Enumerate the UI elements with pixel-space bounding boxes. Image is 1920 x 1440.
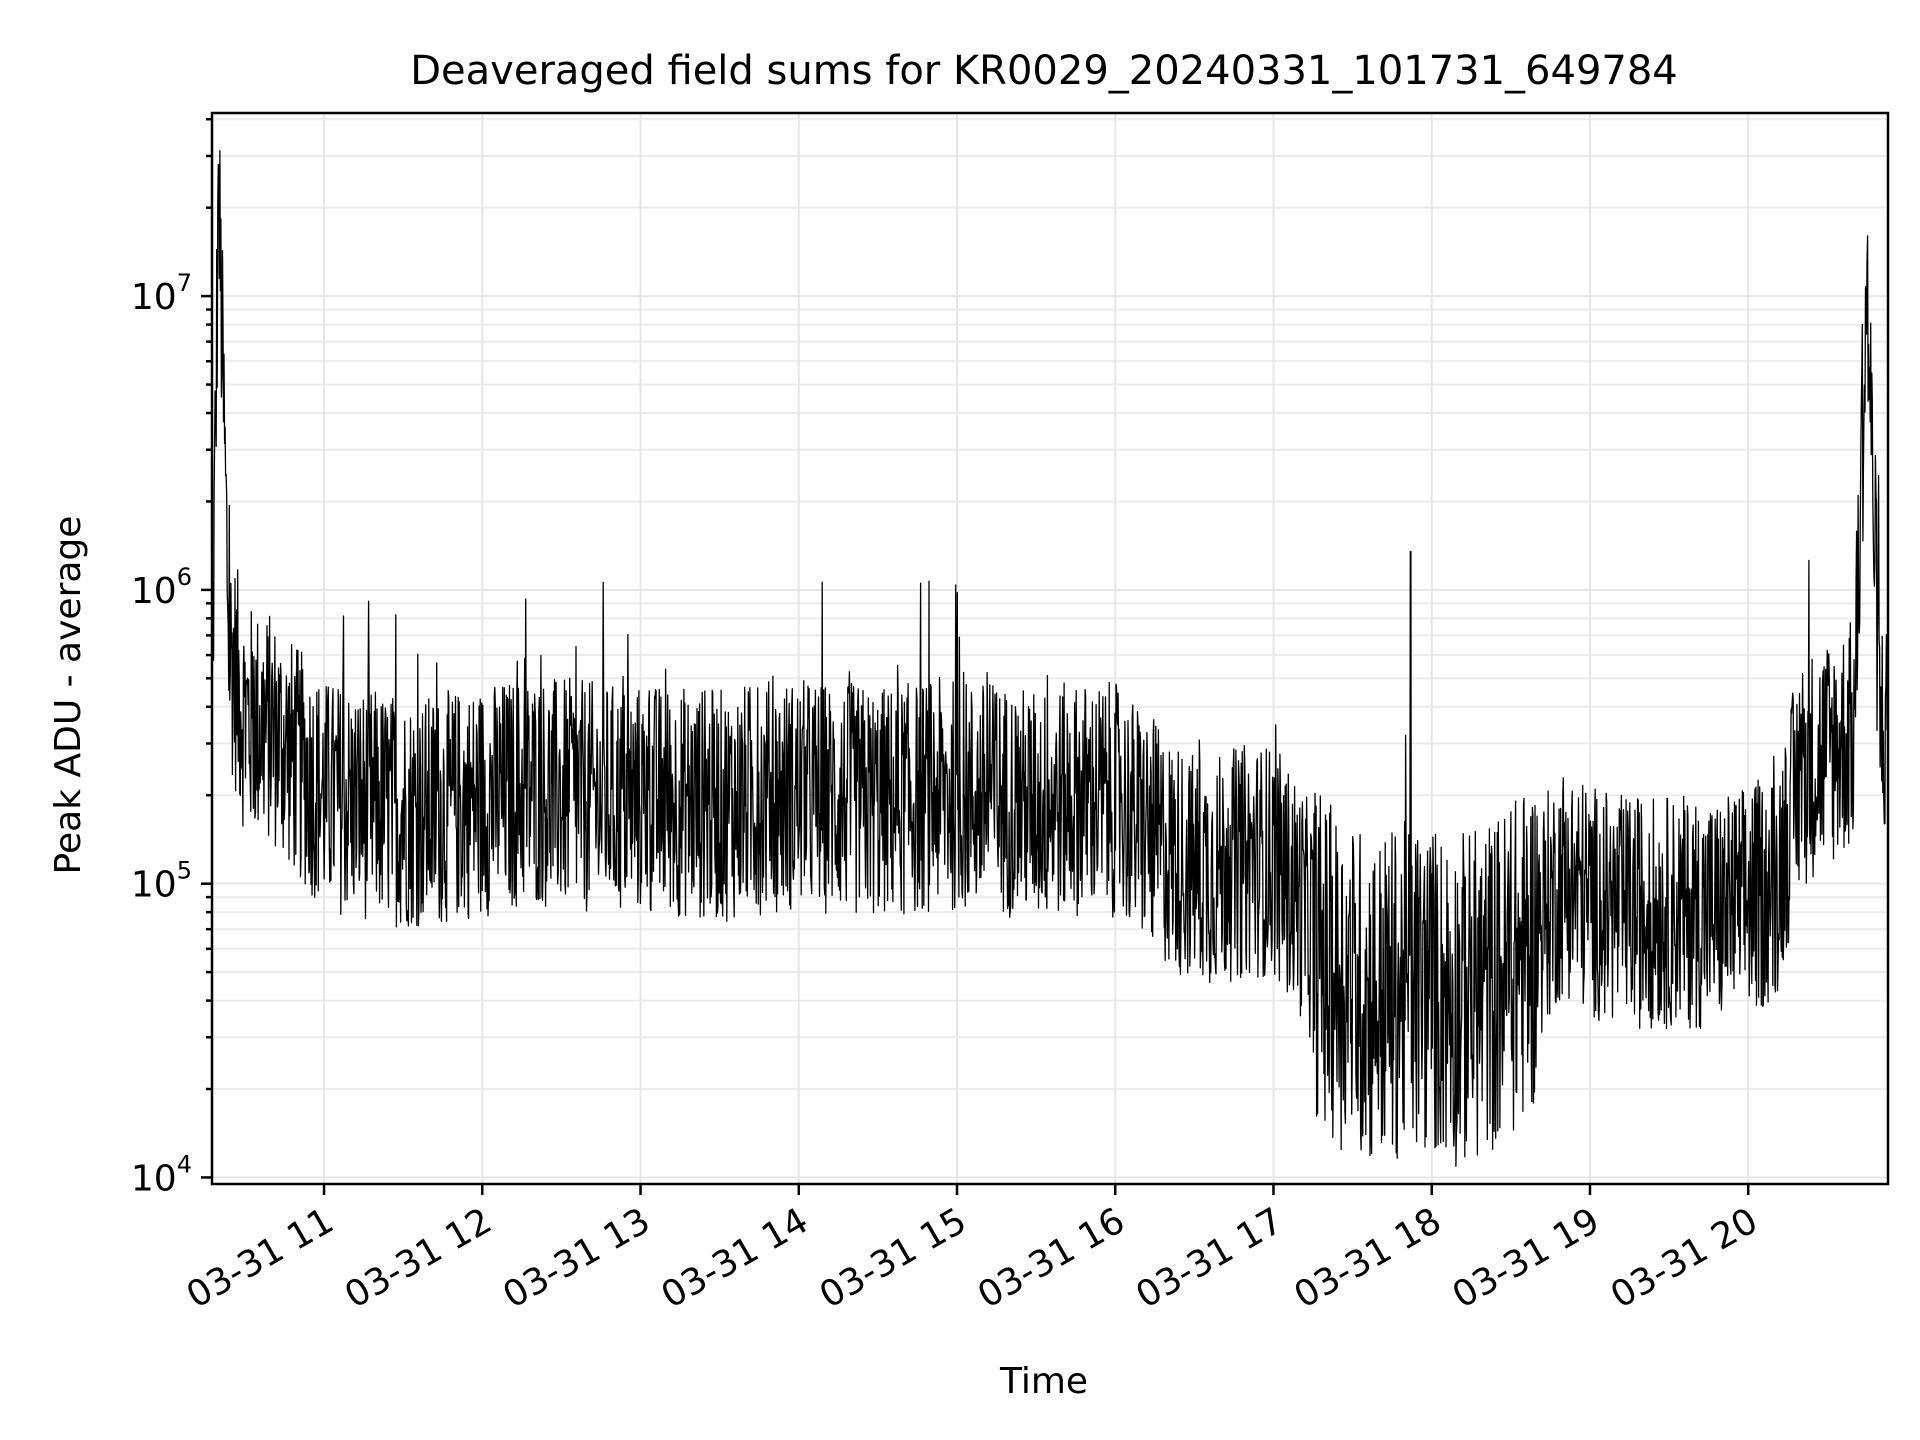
x-tick-label: 03-31 18 (1288, 1200, 1449, 1316)
y-tick-label: 105 (131, 857, 192, 906)
y-tick-exponent: 4 (177, 1150, 192, 1178)
x-tick-label: 03-31 11 (180, 1200, 341, 1316)
y-tick-base: 10 (131, 1158, 177, 1199)
plot-frame (210, 111, 1890, 1186)
y-tick-base: 10 (131, 865, 177, 906)
x-tick-label: 03-31 15 (813, 1200, 974, 1316)
y-tick-exponent: 5 (177, 857, 192, 885)
series-line (211, 150, 1889, 1167)
x-tick-label: 03-31 16 (971, 1200, 1132, 1316)
x-tick-label: 03-31 14 (655, 1200, 816, 1316)
y-tick-base: 10 (131, 277, 177, 318)
x-tick-label: 03-31 13 (496, 1200, 657, 1316)
y-tick-base: 10 (131, 571, 177, 612)
y-tick-exponent: 7 (177, 269, 192, 297)
x-tick-label: 03-31 12 (338, 1200, 499, 1316)
x-tick-label: 03-31 17 (1129, 1200, 1290, 1316)
y-tick-label: 106 (131, 563, 192, 612)
y-axis-label: Peak ADU - average (48, 516, 89, 875)
x-axis-label: Time (999, 1361, 1088, 1402)
grid (212, 113, 1888, 1184)
y-tick-label: 107 (131, 269, 192, 318)
chart-title: Deaveraged field sums for KR0029_2024033… (410, 48, 1678, 94)
x-tick-label: 03-31 20 (1604, 1200, 1765, 1316)
y-tick-label: 104 (131, 1150, 192, 1199)
x-tick-label: 03-31 19 (1446, 1200, 1607, 1316)
y-tick-exponent: 6 (177, 563, 192, 591)
